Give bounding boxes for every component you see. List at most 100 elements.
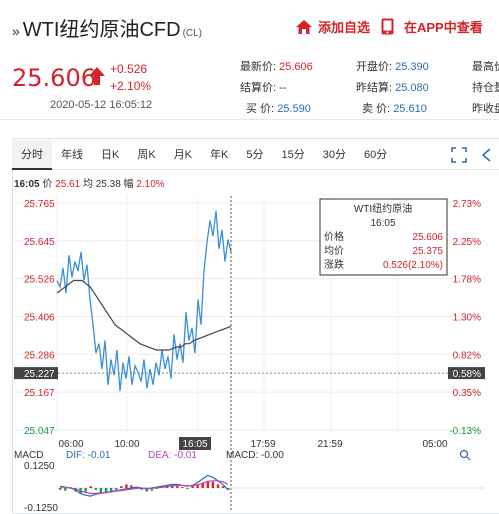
macd-bar <box>211 481 215 488</box>
macd-ytop: 0.1250 <box>24 461 55 472</box>
tab-tools <box>451 147 495 163</box>
macd-bar <box>140 488 143 490</box>
x-tick-label: 10:00 <box>114 439 139 450</box>
macd-bar <box>181 487 184 488</box>
stat-latest-value: 25.606 <box>279 61 313 73</box>
stat-buy-label: 买 价: <box>246 103 275 115</box>
macd-bar <box>64 488 67 491</box>
macd-bar <box>94 488 98 490</box>
y-tick-right-label: 1.78% <box>453 275 481 286</box>
tab-15min[interactable]: 15分 <box>281 148 305 161</box>
price-line <box>56 210 232 392</box>
tooltip-value: 25.606 <box>412 232 443 243</box>
tooltip-label: 价格 <box>324 230 344 243</box>
open-in-app-label: 在APP中查看 <box>404 20 483 35</box>
y-tick-label: 25.526 <box>24 275 55 286</box>
marker-right-label: 0.58% <box>453 369 481 380</box>
x-tick-label: 05:00 <box>422 439 447 450</box>
y-tick-label: 25.765 <box>24 199 55 210</box>
quote-timestamp: 2020-05-12 16:05:12 <box>50 99 153 111</box>
x-tick-label: 17:59 <box>250 439 275 450</box>
y-tick-label: 25.286 <box>24 350 55 361</box>
macd-bar <box>150 488 154 491</box>
stat-latest-label: 最新价: <box>240 61 277 73</box>
open-in-app-button[interactable]: 在APP中查看 <box>381 17 483 36</box>
cursor-avg: 25.38 <box>95 179 121 190</box>
marker-left-bg <box>14 367 58 380</box>
quote-summary: 25.606 +0.526 +2.10% 2020-05-12 16:05:12… <box>0 52 499 120</box>
fullscreen-icon[interactable] <box>451 147 467 163</box>
macd-bar <box>186 488 189 489</box>
macd-dif: DIF: -0.01 <box>66 450 111 461</box>
macd-bar <box>221 486 225 488</box>
macd-ybot: -0.1250 <box>24 503 58 514</box>
price-change-pct: +2.10% <box>110 79 152 93</box>
current-price: 25.606 <box>12 64 96 92</box>
cursor-avg-label: 均 <box>82 179 93 190</box>
cursor-price-label: 价 <box>42 179 53 190</box>
chevron-right-icon: » <box>12 23 20 39</box>
tab-monthly-k[interactable]: 月K <box>173 148 193 161</box>
stat-latest: 最新价: 25.606 <box>240 58 313 74</box>
marker-right-bg <box>448 367 485 380</box>
tab-yearly-line[interactable]: 年线 <box>61 148 83 161</box>
macd-bar <box>196 484 199 488</box>
x-tick-label: 06:00 <box>58 439 83 450</box>
y-tick-label: 25.167 <box>24 388 55 399</box>
average-line <box>56 279 232 351</box>
macd-bar <box>99 488 103 493</box>
stat-open-value: 25.390 <box>395 61 429 73</box>
price-change: +0.526 <box>110 62 148 76</box>
x-tick-label: 21:59 <box>317 439 342 450</box>
add-watchlist-button[interactable]: 添加自选 <box>295 17 370 36</box>
stat-settle: 结算价: -- <box>240 79 286 95</box>
stat-oi-label: 持仓量 <box>472 82 499 94</box>
tab-5min[interactable]: 5分 <box>246 148 264 161</box>
macd-dea-line <box>59 480 229 494</box>
phone-icon <box>381 18 394 35</box>
x-cursor-bg <box>179 437 211 450</box>
tab-intraday[interactable]: 分时 <box>12 139 52 170</box>
stat-sell-label: 卖 价: <box>362 103 391 115</box>
stat-buy-value: 25.590 <box>277 103 311 115</box>
macd-bar <box>227 488 230 490</box>
macd-bar <box>115 488 118 490</box>
macd-bar <box>155 488 159 489</box>
stat-settle-value: -- <box>279 82 287 94</box>
macd-bar <box>216 484 220 488</box>
macd-bar <box>176 486 179 488</box>
macd-label: MACD <box>14 450 43 461</box>
tooltip-box <box>319 198 448 276</box>
y-tick-right-label: 0.82% <box>453 350 481 361</box>
tab-60min[interactable]: 60分 <box>364 148 388 161</box>
home-icon <box>296 19 312 34</box>
tooltip-label: 均价 <box>324 245 344 257</box>
tab-daily-k[interactable]: 日K <box>101 148 120 161</box>
macd-value: MACD: -0.00 <box>226 450 284 461</box>
tab-yearly-k[interactable]: 年K <box>210 148 229 161</box>
y-tick-label: 25.047 <box>24 426 55 437</box>
stat-prev-settle-value: 25.080 <box>395 82 429 94</box>
chevron-left-icon[interactable] <box>479 147 495 163</box>
cursor-amp: 2.10% <box>136 179 165 190</box>
stat-open-label: 开盘价: <box>356 61 393 73</box>
macd-bar <box>130 485 133 488</box>
macd-bar <box>206 480 210 488</box>
tooltip-value: 25.375 <box>412 246 443 257</box>
tab-weekly-k[interactable]: 周K <box>137 148 156 161</box>
y-tick-right-label: 2.73% <box>453 199 481 210</box>
stat-prev-settle: 昨结算: 25.080 <box>356 79 429 95</box>
tooltip-time: 16:05 <box>370 218 395 229</box>
tooltip-name: WTI纽约原油 <box>354 202 412 215</box>
y-tick-label: 25.645 <box>24 237 55 248</box>
search-icon-handle <box>466 456 471 461</box>
stat-open: 开盘价: 25.390 <box>356 58 429 74</box>
stat-settle-label: 结算价: <box>240 82 277 94</box>
marker-left-label: 25.227 <box>24 369 55 380</box>
cursor-price: 25.61 <box>55 179 81 190</box>
tab-30min[interactable]: 30分 <box>322 148 346 161</box>
tooltip-label: 涨跌 <box>324 258 344 271</box>
cursor-time: 16:05 <box>14 179 40 190</box>
macd-bar <box>109 488 113 492</box>
